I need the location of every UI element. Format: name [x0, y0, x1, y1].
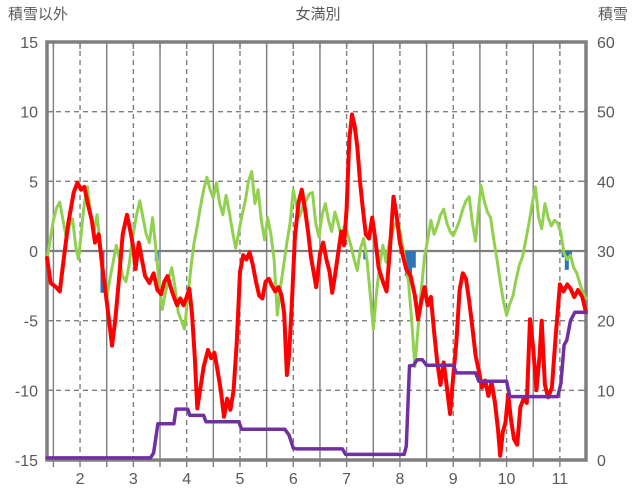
x-axis-tick-label: 4: [182, 471, 191, 488]
left-axis-tick-label: 10: [20, 105, 38, 122]
x-axis-tick-label: 3: [129, 471, 138, 488]
x-axis-tick-label: 8: [395, 471, 404, 488]
snow-depth-purple-line-path: [45, 310, 588, 460]
red-line-path: [45, 112, 588, 458]
x-axis-tick-label: 10: [498, 471, 516, 488]
left-axis-tick-label: 5: [29, 174, 38, 191]
x-axis-tick-label: 5: [236, 471, 245, 488]
right-axis-tick-label: 60: [597, 35, 615, 52]
x-axis-tick-label: 2: [76, 471, 85, 488]
right-axis-tick-label: 50: [597, 105, 615, 122]
snowfall-bar: [411, 251, 416, 268]
x-axis-tick-label: 6: [289, 471, 298, 488]
left-axis-tick-label: -10: [15, 383, 38, 400]
right-axis-tick-label: 30: [597, 244, 615, 261]
right-axis-tick-label: 0: [597, 453, 606, 470]
green-line-path: [45, 170, 588, 369]
right-axis-tick-label: 40: [597, 174, 615, 191]
right-axis-title: 積雪: [597, 6, 628, 23]
left-axis-tick-label: 0: [29, 244, 38, 261]
snowfall-bar: [408, 251, 413, 279]
left-axis-title: 積雪以外: [8, 6, 69, 23]
left-axis-tick-label: 15: [20, 35, 38, 52]
x-axis-tick-label: 11: [552, 471, 569, 488]
left-axis-tick-label: -5: [24, 314, 38, 331]
right-axis-tick-label: 20: [597, 314, 615, 331]
chart-title: 女満別: [295, 6, 341, 23]
left-axis-tick-label: -15: [15, 453, 38, 470]
right-axis-tick-label: 10: [597, 383, 615, 400]
x-axis-tick-label: 9: [449, 471, 458, 488]
x-axis-tick-label: 7: [342, 471, 351, 488]
